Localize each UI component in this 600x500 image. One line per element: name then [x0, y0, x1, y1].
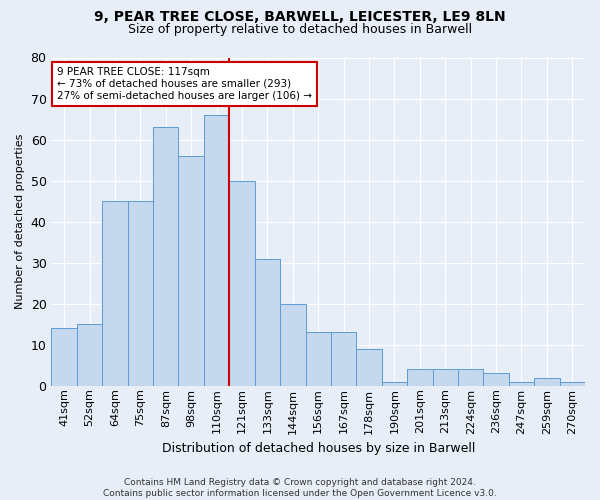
Text: 9 PEAR TREE CLOSE: 117sqm
← 73% of detached houses are smaller (293)
27% of semi: 9 PEAR TREE CLOSE: 117sqm ← 73% of detac…	[57, 68, 312, 100]
Bar	[204, 115, 229, 386]
Text: Size of property relative to detached houses in Barwell: Size of property relative to detached ho…	[128, 22, 472, 36]
Text: 9, PEAR TREE CLOSE, BARWELL, LEICESTER, LE9 8LN: 9, PEAR TREE CLOSE, BARWELL, LEICESTER, …	[94, 10, 506, 24]
Bar	[433, 370, 458, 386]
Bar	[534, 378, 560, 386]
Bar	[484, 374, 509, 386]
Bar	[331, 332, 356, 386]
Bar	[280, 304, 305, 386]
Bar	[153, 128, 178, 386]
Bar	[458, 370, 484, 386]
Bar	[407, 370, 433, 386]
Bar	[254, 258, 280, 386]
Y-axis label: Number of detached properties: Number of detached properties	[15, 134, 25, 310]
Bar	[77, 324, 102, 386]
Bar	[356, 349, 382, 386]
X-axis label: Distribution of detached houses by size in Barwell: Distribution of detached houses by size …	[161, 442, 475, 455]
Bar	[102, 201, 128, 386]
Bar	[229, 180, 254, 386]
Bar	[178, 156, 204, 386]
Bar	[128, 201, 153, 386]
Bar	[560, 382, 585, 386]
Bar	[305, 332, 331, 386]
Bar	[509, 382, 534, 386]
Bar	[382, 382, 407, 386]
Text: Contains HM Land Registry data © Crown copyright and database right 2024.
Contai: Contains HM Land Registry data © Crown c…	[103, 478, 497, 498]
Bar	[52, 328, 77, 386]
